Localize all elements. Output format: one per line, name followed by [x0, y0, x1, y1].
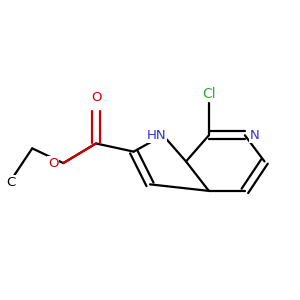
Text: N: N	[250, 129, 260, 142]
Text: HN: HN	[147, 129, 166, 142]
Text: O: O	[48, 157, 58, 169]
Text: C: C	[6, 176, 16, 189]
Text: O: O	[91, 91, 101, 104]
Text: Cl: Cl	[202, 87, 216, 101]
